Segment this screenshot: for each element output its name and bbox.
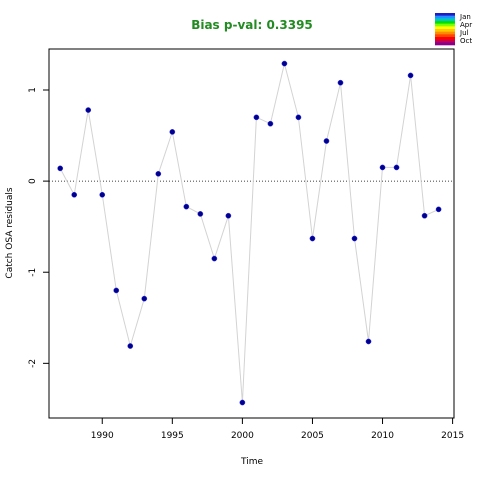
data-point (71, 191, 78, 198)
data-point (281, 60, 288, 67)
data-point (99, 191, 106, 198)
legend-label: Apr (460, 21, 472, 29)
legend-color-swatch (435, 15, 455, 19)
y-axis: -2 -1 0 1 (28, 87, 49, 368)
legend-color-swatch (435, 31, 455, 35)
x-tick-label: 2010 (371, 431, 394, 441)
data-point (253, 114, 260, 121)
data-point (295, 114, 302, 121)
data-point (85, 107, 92, 113)
data-point (141, 295, 148, 302)
data-point (169, 129, 176, 135)
data-point (309, 235, 316, 242)
data-point (393, 164, 400, 171)
legend-label: Jan (459, 13, 471, 21)
legend-color-swatch (435, 37, 455, 40)
data-point (127, 343, 134, 349)
y-tick-label: 1 (28, 87, 38, 93)
y-axis-label: Catch OSA residuals (5, 187, 15, 278)
y-tick-label: -1 (28, 268, 38, 277)
chart-title: Bias p-val: 0.3395 (191, 18, 313, 32)
data-point (365, 338, 372, 345)
y-tick-label: -2 (28, 359, 38, 368)
legend-color-swatch (435, 29, 455, 32)
plot-border (48, 48, 455, 419)
data-point (113, 287, 120, 294)
legend-color-swatch (435, 23, 455, 27)
x-tick-label: 2000 (231, 431, 254, 441)
data-point (421, 212, 428, 219)
data-point (155, 170, 162, 177)
data-point (337, 79, 344, 86)
series (57, 60, 442, 406)
data-point (323, 138, 330, 144)
legend-color-swatch (435, 18, 455, 22)
data-point (267, 120, 274, 127)
x-tick-label: 1990 (91, 431, 114, 441)
y-tick-label: 0 (28, 178, 38, 184)
data-point (435, 206, 442, 213)
data-point (225, 212, 232, 219)
legend-color-swatch (435, 26, 455, 30)
legend-color-swatch (435, 21, 455, 24)
legend-label: Oct (460, 37, 472, 45)
legend-color-swatch (435, 42, 455, 46)
data-point (183, 203, 190, 210)
data-point (211, 255, 218, 262)
x-tick-label: 1995 (161, 431, 184, 441)
data-point (239, 399, 246, 406)
series-line (59, 63, 439, 403)
x-tick-label: 2005 (301, 431, 324, 441)
x-tick-label: 2015 (441, 431, 464, 441)
data-point (351, 235, 358, 242)
data-point (407, 72, 414, 79)
x-axis: 1990 1995 2000 2005 2010 2015 (91, 418, 464, 441)
legend-color-swatch (435, 34, 455, 38)
data-point (379, 164, 386, 171)
data-point (197, 211, 204, 217)
data-point (57, 165, 64, 172)
x-axis-label: Time (240, 457, 263, 467)
legend-label: Jul (459, 29, 469, 37)
legend-color-swatch (435, 13, 455, 16)
legend-color-swatch (435, 39, 455, 43)
